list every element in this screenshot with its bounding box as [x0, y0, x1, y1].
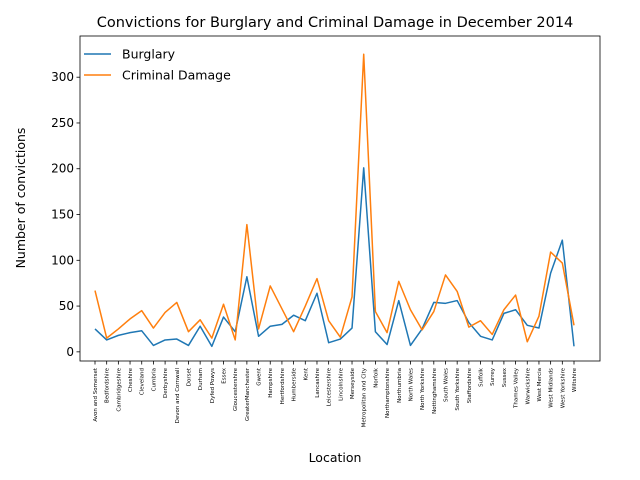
x-tick-label: Dyfed Powys — [210, 368, 216, 403]
x-tick-label: Lincolnshire — [338, 367, 344, 401]
legend: Burglary Criminal Damage — [84, 47, 231, 83]
x-tick-label: Devon and Cornwall — [175, 368, 181, 424]
x-tick-label: Suffolk — [479, 367, 485, 387]
x-tick-label: Warwickshire — [525, 367, 531, 404]
x-tick-label: Dorset — [186, 367, 192, 386]
y-tick-label: 150 — [51, 208, 74, 222]
x-tick-label: Cumbria — [151, 368, 157, 391]
x-tick-label: Essex — [222, 367, 228, 383]
legend-label: Criminal Damage — [122, 68, 231, 83]
legend-label: Burglary — [122, 47, 176, 62]
x-tick-label: Thames Valley — [514, 367, 520, 409]
x-tick-label: Leicestershire — [327, 367, 333, 406]
x-tick-label: Northumbria — [397, 368, 403, 403]
x-tick-label: Wiltshire — [572, 367, 578, 392]
x-tick-label: Cheshire — [128, 367, 134, 392]
x-tick-label: Cleveland — [140, 368, 146, 395]
x-tick-label: Nottinghamshire — [432, 367, 438, 414]
x-tick-label: Humberside — [292, 367, 298, 401]
x-tick-label: North Wales — [408, 368, 414, 401]
x-tick-label: Gloucestershire — [233, 367, 239, 411]
series-line-burglary — [94, 167, 575, 348]
y-tick-label: 250 — [51, 116, 74, 130]
x-tick-label: Bedfordshire — [105, 367, 111, 403]
y-tick-label: 300 — [51, 70, 74, 84]
x-tick-label: Merseyside — [350, 367, 356, 399]
series-lines — [94, 53, 575, 348]
x-tick-label: North Yorkshire — [420, 367, 426, 410]
x-tick-label: Derbyshire — [163, 367, 169, 398]
series-line-criminal-damage — [94, 53, 575, 343]
x-tick-label: Durham — [198, 368, 204, 390]
x-tick-label: Staffordshire — [467, 367, 473, 403]
x-tick-label: West Mercia — [537, 368, 543, 401]
y-tick-label: 200 — [51, 162, 74, 176]
x-tick-label: South Yorkshire — [455, 367, 461, 410]
x-tick-label: West Midlands — [549, 368, 555, 408]
y-tick-label: 100 — [51, 253, 74, 267]
y-axis-label: Number of convictions — [13, 128, 28, 269]
y-tick-label: 0 — [66, 345, 74, 359]
x-tick-label: Avon and Somerset — [93, 367, 99, 421]
x-tick-label: Metropolitan and City — [362, 367, 368, 427]
x-axis-label: Location — [309, 450, 362, 465]
y-axis: 0 50 100 150 200 250 300 — [51, 70, 80, 359]
y-tick-label: 50 — [59, 299, 74, 313]
x-tick-label: Surrey — [490, 367, 496, 386]
x-axis: Avon and Somerset Bedfordshire Cambridgesh… — [93, 361, 578, 427]
x-tick-label: Cambridgeshire — [116, 367, 122, 411]
x-tick-label: Lancashire — [315, 367, 321, 397]
x-tick-label: GreaterManchester — [245, 367, 251, 421]
x-tick-label: Kent — [303, 367, 309, 380]
x-tick-label: South Wales — [443, 368, 449, 402]
x-tick-label: Norfolk — [373, 367, 379, 388]
x-tick-label: Gwent — [257, 367, 263, 386]
x-tick-label: Hampshire — [268, 367, 274, 397]
x-tick-label: West Yorkshire — [560, 367, 566, 408]
x-tick-label: Northamptonshire — [385, 367, 391, 418]
chart-title: Convictions for Burglary and Criminal Da… — [97, 15, 574, 31]
x-tick-label: Sussex — [502, 367, 508, 387]
x-tick-label: Hertfordshire — [280, 367, 286, 404]
